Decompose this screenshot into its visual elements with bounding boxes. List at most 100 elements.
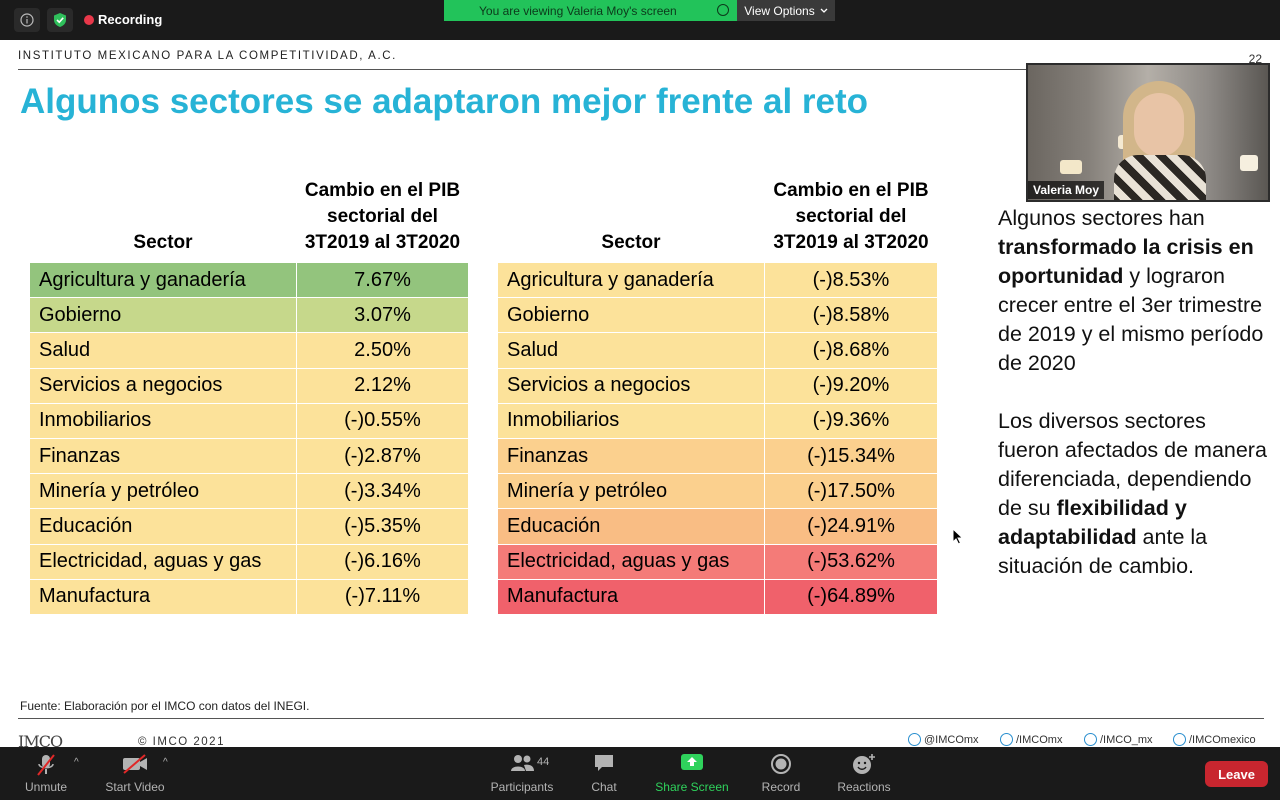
change-value-cell: (-)15.34% [764,437,938,475]
table-row: Minería y petróleo (-)3.34% [29,473,469,510]
social-handle: /IMCOmexico [1189,733,1256,746]
record-label: Record [761,780,801,794]
gdp-table-left: Sector Cambio en el PIB sectorial del 3T… [29,178,469,615]
change-value-cell: (-)8.68% [764,332,938,369]
table-row: Finanzas (-)15.34% [497,437,938,475]
sector-cell: Minería y petróleo [29,473,297,510]
copyright: © IMCO 2021 [138,736,225,747]
table-row: Inmobiliarios (-)0.55% [29,402,469,439]
sector-cell: Manufactura [29,578,297,615]
caret-up-icon[interactable]: ^ [163,757,168,768]
table-row: Educación (-)5.35% [29,508,469,545]
change-value-cell: 3.07% [296,297,469,334]
bold-text: transformado la crisis en oportunidad [998,235,1254,288]
gdp-table-right: Sector Cambio en el PIB sectorial del 3T… [497,178,938,615]
share-screen-label: Share Screen [655,780,729,794]
change-value-cell: (-)9.36% [764,402,938,439]
table-row: Manufactura (-)7.11% [29,578,469,615]
change-value-cell: (-)3.34% [296,473,469,510]
change-value-cell: 2.12% [296,367,469,404]
record-button[interactable]: Record [758,747,804,800]
slide-title: Algunos sectores se adaptaron mejor fren… [20,82,869,121]
share-screen-icon [681,754,703,770]
social-instagram: /IMCO_mx [1084,733,1153,746]
twitter-icon [908,733,921,746]
viewing-banner: You are viewing Valeria Moy's screen [444,0,737,21]
participants-button[interactable]: 44 Participants [488,747,556,800]
participant-video[interactable] [1026,63,1270,202]
shared-slide: INSTITUTO MEXICANO PARA LA COMPETITIVIDA… [0,40,1280,747]
sector-cell: Servicios a negocios [497,367,765,404]
sector-column-header: Sector [133,232,193,253]
participant-name: Valeria Moy [1028,181,1105,199]
participants-label: Participants [490,780,554,794]
sector-cell: Inmobiliarios [29,402,297,439]
sector-cell: Finanzas [29,437,297,475]
table-row: Inmobiliarios (-)9.36% [497,402,938,439]
table-row: Finanzas (-)2.87% [29,437,469,475]
leave-button[interactable]: Leave [1205,761,1268,787]
table-row: Minería y petróleo (-)17.50% [497,473,938,510]
change-value-cell: 7.67% [296,261,469,299]
participants-icon [511,755,534,771]
change-value-cell: (-)7.11% [296,578,469,615]
info-icon[interactable] [14,8,40,32]
text-span: Los diversos sectores fueron afectados d… [998,409,1267,520]
viewing-text: You are viewing Valeria Moy's screen [479,3,677,18]
chat-button[interactable]: Chat [584,747,624,800]
record-icon [771,754,791,774]
change-value-cell: (-)53.62% [764,543,938,580]
change-value-cell: 2.50% [296,332,469,369]
change-value-cell: (-)24.91% [764,508,938,545]
change-value-cell: (-)6.16% [296,543,469,580]
change-value-cell: (-)8.58% [764,297,938,334]
bold-text: flexibilidad y adaptabilidad [998,496,1187,549]
unmute-label: Unmute [24,780,68,794]
reactions-icon [853,754,875,774]
facebook-icon [1000,733,1013,746]
circle-icon [717,4,729,16]
sector-cell: Gobierno [29,297,297,334]
unmute-button[interactable]: Unmute [18,747,74,800]
social-handle: /IMCOmx [1016,733,1063,746]
view-options-label: View Options [744,3,815,18]
chat-icon [595,755,613,771]
header-divider [18,69,1264,70]
table-row: Salud 2.50% [29,332,469,369]
zoom-toolbar: Unmute ^ Start Video ^ 44 Participants C… [0,747,1280,800]
start-video-button[interactable]: Start Video [100,747,170,800]
sector-column-header: Sector [601,232,661,253]
change-value-cell: (-)9.20% [764,367,938,404]
sector-cell: Electricidad, aguas y gas [497,543,765,580]
table-row: Gobierno (-)8.58% [497,297,938,334]
youtube-icon [1173,733,1186,746]
sector-cell: Educación [29,508,297,545]
sector-cell: Manufactura [497,578,765,615]
commentary-paragraph-2: Los diversos sectores fueron afectados d… [998,407,1268,581]
table-row: Salud (-)8.68% [497,332,938,369]
muted-microphone-icon [37,754,55,776]
sector-cell: Agricultura y ganadería [497,261,765,299]
video-off-icon [123,754,147,774]
sector-cell: Salud [497,332,765,369]
view-options-button[interactable]: View Options [737,0,835,21]
caret-up-icon[interactable]: ^ [74,757,79,768]
table-row: Manufactura (-)64.89% [497,578,938,615]
lamp-shape [1060,160,1082,174]
sector-cell: Minería y petróleo [497,473,765,510]
text-span: Algunos sectores han [998,206,1205,230]
sector-cell: Electricidad, aguas y gas [29,543,297,580]
reactions-button[interactable]: Reactions [834,747,894,800]
text-span: y lograron crecer entre el 3er trimestre… [998,264,1264,375]
shield-icon[interactable] [47,8,73,32]
change-value-cell: (-)2.87% [296,437,469,475]
sector-cell: Agricultura y ganadería [29,261,297,299]
table-row: Servicios a negocios 2.12% [29,367,469,404]
share-screen-button[interactable]: Share Screen [652,747,732,800]
chevron-down-icon [820,8,828,13]
sector-cell: Educación [497,508,765,545]
sector-cell: Finanzas [497,437,765,475]
table-row: Educación (-)24.91% [497,508,938,545]
participants-count: 44 [537,756,550,768]
social-handle: @IMCOmx [924,733,979,746]
